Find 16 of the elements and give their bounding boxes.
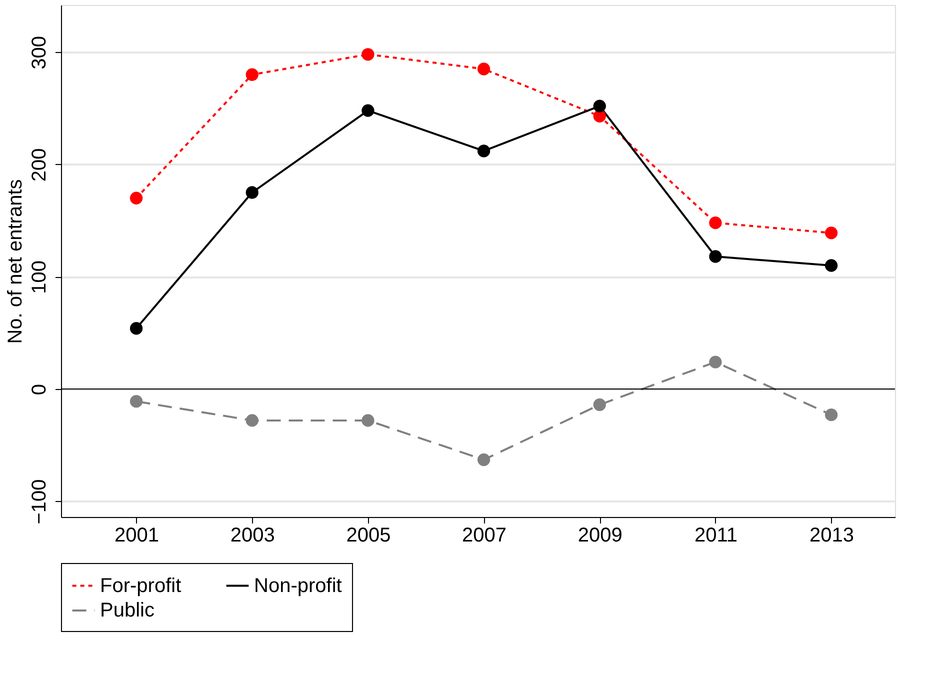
- x-tick-label: 2009: [578, 524, 622, 546]
- x-tick-label: 2011: [694, 524, 738, 546]
- x-tick-label: 2007: [462, 524, 507, 546]
- y-tick-label: 200: [28, 148, 50, 182]
- y-tick-label: −100: [28, 479, 50, 524]
- x-tick-label: 2013: [810, 524, 854, 546]
- legend-label: Non-profit: [254, 574, 342, 597]
- legend-label: For-profit: [100, 574, 182, 597]
- y-tick-label: 300: [28, 36, 50, 70]
- legend-label: Public: [100, 600, 154, 622]
- x-tick-label: 2003: [230, 524, 275, 546]
- y-tick-label: 0: [28, 384, 50, 396]
- y-axis-title: No. of net entrants: [4, 179, 26, 344]
- y-tick-label: 100: [28, 260, 50, 294]
- x-tick-label: 2001: [114, 524, 160, 546]
- x-tick-label: 2005: [346, 524, 391, 546]
